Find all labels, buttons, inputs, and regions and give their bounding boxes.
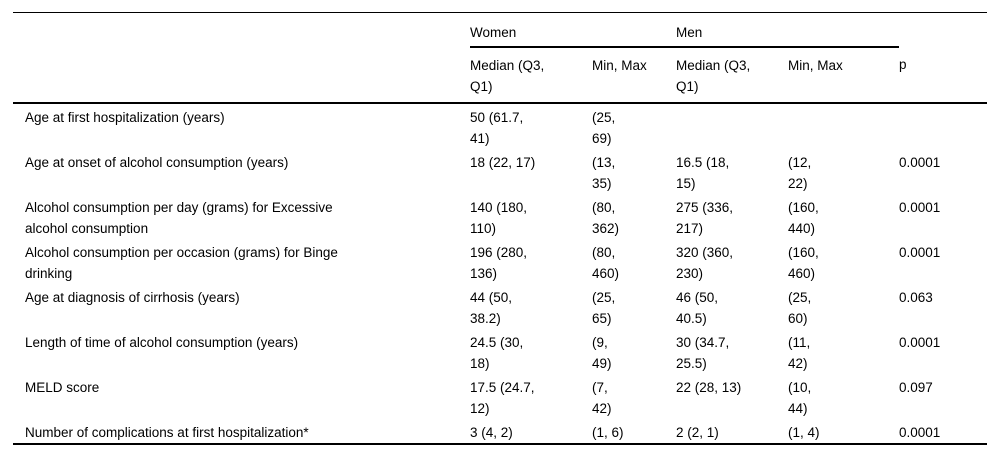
men-median-cell: 320 (360, 230) [676, 245, 734, 281]
row-label-cell: Alcohol consumption per day (grams) for … [25, 200, 333, 236]
men-minmax-cell: (10, 44) [788, 380, 812, 416]
men-minmax-cell [788, 103, 899, 149]
row-label-cell: Age at first hospitalization (years) [25, 110, 225, 125]
women-median-cell: 50 (61.7, 41) [470, 110, 524, 146]
men-median-cell: 46 (50, 40.5) [676, 290, 719, 326]
empty-header-cell [13, 13, 470, 48]
women-minmax-cell: (13, 35) [592, 155, 616, 191]
table-header: Women Men Median (Q3, Q1) Min, Max Media… [13, 12, 988, 104]
table-row: MELD score 17.5 (24.7, 12) (7, 42) 22 (2… [13, 374, 987, 419]
table-row: Number of complications at first hospita… [13, 419, 987, 444]
table-row: Length of time of alcohol consumption (y… [13, 329, 987, 374]
women-median-header: Median (Q3, Q1) [470, 47, 592, 104]
women-median-cell: 140 (180, 110) [470, 200, 528, 236]
men-minmax-cell: (12, 22) [788, 155, 812, 191]
table-row: Age at diagnosis of cirrhosis (years) 44… [13, 284, 987, 329]
men-minmax-cell: (160, 440) [788, 200, 819, 236]
women-minmax-cell: (25, 65) [592, 290, 616, 326]
women-minmax-cell: (7, 42) [592, 380, 612, 416]
row-label-cell: Age at diagnosis of cirrhosis (years) [25, 290, 240, 305]
women-minmax-cell: (9, 49) [592, 335, 612, 371]
men-minmax-header: Min, Max [788, 47, 900, 104]
table-row: Age at onset of alcohol consumption (yea… [13, 149, 987, 194]
statistics-table: Women Men Median (Q3, Q1) Min, Max Media… [13, 12, 988, 445]
women-median-cell: 196 (280, 136) [470, 245, 528, 281]
row-label-cell: Number of complications at first hospita… [25, 425, 309, 440]
row-label-cell: MELD score [25, 380, 100, 395]
p-value-cell: 0.0001 [899, 335, 941, 350]
p-value-cell: 0.097 [899, 380, 933, 395]
men-median-cell: 30 (34.7, 25.5) [676, 335, 730, 371]
men-median-header: Median (Q3, Q1) [676, 47, 788, 104]
p-value-cell: 0.063 [899, 290, 933, 305]
men-group-header: Men [676, 12, 900, 48]
men-median-cell: 16.5 (18, 15) [676, 155, 730, 191]
men-minmax-cell: (1, 4) [788, 425, 820, 440]
table-row: Age at first hospitalization (years) 50 … [13, 103, 987, 149]
empty-header-cell [13, 47, 470, 104]
p-value-cell: 0.0001 [899, 155, 941, 170]
men-median-cell [676, 103, 788, 149]
p-value-cell [899, 103, 987, 149]
women-median-cell: 44 (50, 38.2) [470, 290, 513, 326]
men-minmax-cell: (25, 60) [788, 290, 812, 326]
women-minmax-cell: (1, 6) [592, 425, 624, 440]
women-minmax-cell: (25, 69) [592, 110, 616, 146]
women-median-cell: 17.5 (24.7, 12) [470, 380, 535, 416]
men-median-cell: 22 (28, 13) [676, 380, 742, 395]
men-minmax-cell: (160, 460) [788, 245, 819, 281]
p-value-cell: 0.0001 [899, 425, 941, 440]
row-label-cell: Length of time of alcohol consumption (y… [25, 335, 299, 350]
women-median-cell: 18 (22, 17) [470, 155, 536, 170]
women-minmax-cell: (80, 460) [592, 245, 620, 281]
women-group-header: Women [470, 12, 676, 48]
empty-header-cell [899, 13, 987, 48]
group-header-row: Women Men [13, 12, 987, 48]
women-median-cell: 3 (4, 2) [470, 425, 513, 440]
p-value-header: p [899, 47, 988, 104]
women-minmax-cell: (80, 362) [592, 200, 620, 236]
women-minmax-header: Min, Max [592, 47, 676, 104]
women-median-cell: 24.5 (30, 18) [470, 335, 524, 371]
row-label-cell: Alcohol consumption per occasion (grams)… [25, 245, 338, 281]
men-minmax-cell: (11, 42) [788, 335, 811, 371]
sub-header-row: Median (Q3, Q1) Min, Max Median (Q3, Q1)… [13, 47, 988, 104]
table-body: Age at first hospitalization (years) 50 … [13, 103, 987, 444]
men-median-cell: 2 (2, 1) [676, 425, 719, 440]
men-median-cell: 275 (336, 217) [676, 200, 734, 236]
p-value-cell: 0.0001 [899, 200, 941, 215]
row-label-cell: Age at onset of alcohol consumption (yea… [25, 155, 289, 170]
table-row: Alcohol consumption per day (grams) for … [13, 194, 987, 239]
table-row: Alcohol consumption per occasion (grams)… [13, 239, 987, 284]
p-value-cell: 0.0001 [899, 245, 941, 260]
